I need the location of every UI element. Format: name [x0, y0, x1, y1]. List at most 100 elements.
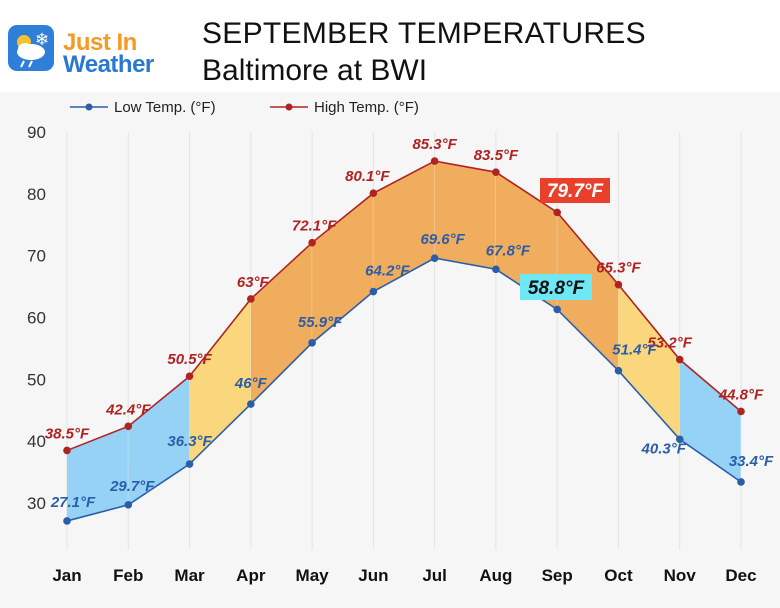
low-temp-point	[614, 366, 623, 375]
high-temp-point	[675, 355, 684, 364]
low-temp-point	[369, 287, 378, 296]
high-temp-label: 80.1°F	[345, 168, 390, 185]
legend-low-marker	[85, 103, 93, 111]
low-temp-point	[737, 478, 745, 486]
weather-logo-icon: ❄	[17, 30, 49, 68]
high-temp-label: 42.4°F	[105, 401, 151, 418]
legend-low-label: Low Temp. (°F)	[114, 99, 216, 116]
high-temp-point	[124, 422, 133, 431]
range-segment	[250, 242, 313, 405]
high-temp-label: 44.8°F	[718, 386, 764, 403]
high-temp-point	[308, 238, 316, 247]
low-temp-point	[185, 460, 194, 468]
highlight-high-box	[540, 178, 610, 203]
x-axis-ticks: Jan Feb Mar Apr May Jun Jul Aug Sep Oct Nov Dec	[52, 566, 756, 585]
high-temp-point	[737, 407, 745, 416]
low-temp-point	[308, 339, 316, 347]
x-tick-label: Aug	[479, 566, 512, 585]
x-tick-label: Jul	[422, 566, 447, 585]
high-temp-point	[553, 208, 561, 217]
logo-line-2: Weather	[63, 51, 154, 78]
x-tick-label: Dec	[725, 566, 756, 585]
x-tick-label: Mar	[174, 566, 205, 585]
low-temp-label: 64.2°F	[365, 263, 410, 280]
legend-high-label: High Temp. (°F)	[314, 99, 419, 116]
legend-high-marker	[285, 103, 293, 111]
high-temp-point	[614, 280, 623, 289]
range-segment	[618, 284, 680, 440]
series-points	[63, 157, 745, 525]
high-temp-point	[185, 372, 194, 381]
svg-text:❄: ❄	[35, 30, 49, 50]
high-temp-label: 83.5°F	[474, 147, 519, 164]
x-tick-label: Sep	[542, 566, 573, 585]
low-temp-label: 29.7°F	[109, 478, 155, 495]
low-temp-label: 27.1°F	[50, 494, 96, 511]
y-tick-label: 80	[27, 185, 46, 204]
logo-wordmark: Just In Weather	[63, 29, 154, 78]
low-temp-point	[675, 435, 684, 444]
high-temp-label: 85.3°F	[412, 136, 457, 153]
x-tick-label: Nov	[664, 566, 697, 585]
header: ❄ Just In Weather SEPTEMBER TEMPERATURES…	[0, 0, 780, 92]
high-temp-point	[63, 446, 71, 455]
range-segment	[373, 161, 435, 292]
highlight-high: 79.7°F	[540, 178, 610, 203]
low-temp-point	[430, 254, 439, 262]
high-temp-point	[492, 168, 500, 176]
high-temp-label: 38.5°F	[45, 425, 90, 442]
y-tick-label: 70	[27, 247, 46, 266]
high-temp-point	[247, 295, 255, 303]
x-tick-label: Jun	[358, 566, 388, 585]
low-temp-label: 55.9°F	[298, 314, 343, 331]
y-tick-label: 60	[27, 309, 46, 328]
low-temp-label: 46°F	[234, 375, 268, 392]
legend: Low Temp. (°F) High Temp. (°F)	[70, 99, 419, 116]
low-temp-label: 36.3°F	[167, 433, 212, 450]
low-temp-point	[492, 265, 500, 274]
high-temp-point	[369, 189, 378, 198]
x-tick-label: Apr	[236, 566, 266, 585]
low-temp-point	[124, 501, 133, 509]
high-temp-label: 65.3°F	[596, 260, 641, 277]
low-temp-label: 51.4°F	[612, 342, 657, 359]
x-tick-label: Jan	[52, 566, 81, 585]
chart-subtitle: Baltimore at BWI	[202, 54, 428, 87]
range-segment	[679, 359, 741, 482]
temperature-chart: 30 40 50 60 70 80 90 Jan Feb Mar Apr May Jun Jul Aug S…	[0, 92, 780, 608]
y-tick-label: 30	[27, 494, 46, 513]
high-temp-label: 50.5°F	[167, 351, 212, 368]
high-temp-label: 53.2°F	[648, 335, 693, 352]
low-temp-label: 67.8°F	[486, 242, 531, 259]
low-temp-line	[66, 257, 742, 522]
highlight-high-label: 79.7°F	[547, 181, 605, 202]
high-temp-label: 72.1°F	[292, 218, 337, 235]
highlight-low: 58.8°F	[520, 274, 592, 300]
y-tick-label: 50	[27, 370, 46, 389]
chart-title: SEPTEMBER TEMPERATURES	[202, 17, 646, 50]
range-segment	[67, 426, 129, 521]
range-segment	[434, 161, 496, 270]
low-temp-label: 33.4°F	[729, 453, 774, 470]
range-segment	[128, 376, 190, 505]
logo: ❄	[8, 25, 54, 71]
x-tick-label: May	[296, 566, 330, 585]
high-temp-label: 63°F	[237, 274, 270, 291]
x-tick-label: Feb	[113, 566, 143, 585]
low-temp-point	[553, 305, 561, 314]
y-tick-label: 40	[27, 432, 46, 451]
highlight-low-label: 58.8°F	[528, 278, 586, 299]
high-temp-point	[430, 157, 439, 165]
low-temp-point	[63, 517, 71, 525]
highlight-low-box	[520, 274, 592, 300]
y-axis-ticks: 30 40 50 60 70 80 90	[27, 123, 46, 513]
logo-line-1: Just In	[63, 29, 137, 56]
x-tick-label: Oct	[604, 566, 633, 585]
low-temp-label: 40.3°F	[641, 440, 687, 457]
y-tick-label: 90	[27, 123, 46, 142]
range-segment	[189, 298, 251, 465]
low-temp-point	[247, 400, 255, 408]
data-labels: 38.5°F 42.4°F 50.5°F 63°F 72.1°F 80.1°F 85.3°F…	[45, 136, 774, 511]
low-temp-label: 69.6°F	[420, 231, 465, 248]
high-temp-line	[66, 160, 742, 452]
